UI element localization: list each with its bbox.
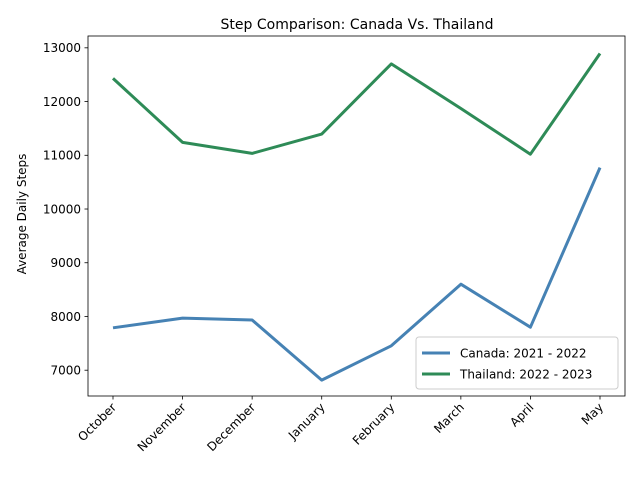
x-tick-label: October bbox=[75, 400, 119, 444]
x-tick-label: January bbox=[285, 400, 328, 443]
y-tick-label: 8000 bbox=[50, 310, 81, 324]
series-line-thailand bbox=[111, 52, 602, 156]
plot-area: 7000 8000 9000 10000 11000 12000 13000 October N… bbox=[43, 35, 626, 454]
y-tick-label: 11000 bbox=[43, 149, 81, 163]
x-tick-label: February bbox=[350, 400, 398, 448]
y-tick-label: 7000 bbox=[50, 364, 81, 378]
x-tick-label: April bbox=[507, 400, 536, 429]
legend-label: Canada: 2021 - 2022 bbox=[460, 346, 587, 360]
x-tick-label: May bbox=[579, 400, 606, 427]
y-tick-label: 12000 bbox=[43, 95, 81, 109]
x-tick-label: December bbox=[204, 400, 258, 454]
y-axis-label: Average Daily Steps bbox=[15, 154, 29, 275]
legend: Canada: 2021 - 2022 Thailand: 2022 - 2023 bbox=[415, 336, 619, 390]
y-tick-label: 10000 bbox=[43, 202, 81, 216]
plot-frame bbox=[87, 35, 626, 397]
series-line-canada bbox=[112, 167, 602, 382]
x-tick-label: November bbox=[135, 400, 189, 454]
chart-title: Step Comparison: Canada Vs. Thailand bbox=[221, 17, 494, 33]
legend-box bbox=[415, 336, 619, 390]
y-tick-label: 9000 bbox=[50, 256, 81, 270]
y-tick-label: 13000 bbox=[43, 41, 81, 55]
x-tick-label: March bbox=[431, 400, 467, 436]
legend-label: Thailand: 2022 - 2023 bbox=[459, 367, 592, 381]
